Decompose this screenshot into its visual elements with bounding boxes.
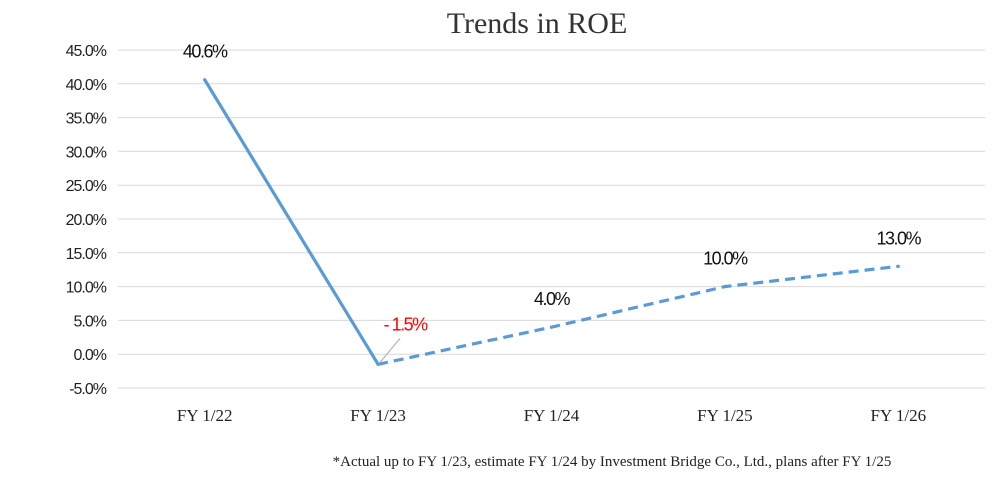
data-point [376, 362, 380, 366]
chart-title: Trends in ROE [447, 7, 628, 40]
y-tick-label: 40.0% [66, 77, 107, 94]
y-tick-label: 10.0% [66, 280, 107, 297]
y-tick-label: 45.0% [66, 43, 107, 60]
footnote: *Actual up to FY 1/23, estimate FY 1/24 … [333, 454, 892, 470]
y-tick-label: -5.0% [69, 381, 107, 398]
y-tick-label: 30.0% [66, 144, 107, 161]
gridlines [118, 49, 985, 389]
series-line-forecast [377, 264, 899, 366]
data-label: 13.0% [877, 228, 922, 248]
data-point [896, 264, 900, 268]
x-tick-label: FY 1/22 [177, 406, 233, 425]
y-tick-label: 35.0% [66, 111, 107, 128]
data-label: 4.0% [534, 289, 571, 309]
y-axis-tick-labels: -5.0% 0.0% 5.0% 10.0% 15.0% 20.0% 25.0% 30.0% 35… [66, 43, 108, 398]
data-labels: 40.6% - 1.5% 4.0% 10.0% 13.0% [183, 42, 923, 363]
data-label: - 1.5% [384, 314, 429, 334]
data-label-leader [379, 338, 401, 363]
data-point [549, 325, 554, 329]
x-axis-tick-labels: FY 1/22 FY 1/23 FY 1/24 FY 1/25 FY 1/26 [177, 406, 926, 425]
x-tick-label: FY 1/23 [350, 406, 406, 425]
data-point [203, 78, 207, 82]
roe-series [203, 78, 900, 366]
y-tick-label: 5.0% [74, 313, 107, 330]
x-tick-label: FY 1/24 [524, 406, 580, 425]
x-tick-label: FY 1/25 [697, 406, 753, 425]
x-tick-label: FY 1/26 [871, 406, 927, 425]
y-tick-label: 20.0% [66, 212, 107, 229]
y-tick-label: 0.0% [74, 347, 107, 364]
y-tick-label: 15.0% [66, 246, 107, 263]
y-tick-label: 25.0% [66, 178, 107, 195]
data-label: 10.0% [703, 249, 748, 269]
series-line-actual [203, 78, 380, 366]
data-point [723, 285, 727, 289]
data-label: 40.6% [183, 42, 228, 62]
